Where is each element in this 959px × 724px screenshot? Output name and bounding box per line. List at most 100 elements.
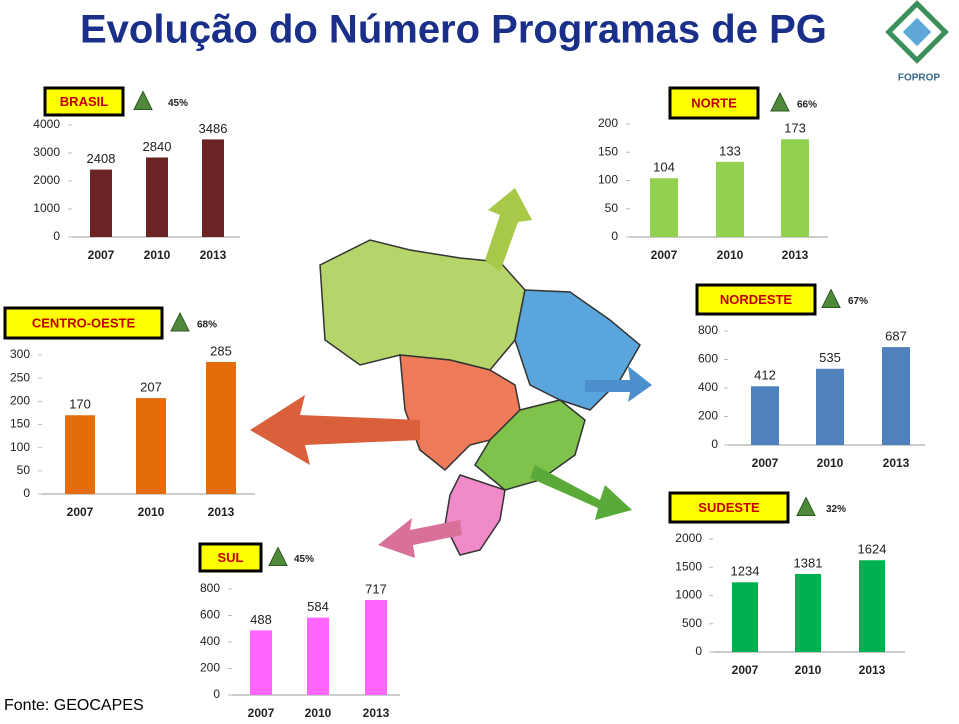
bar bbox=[202, 139, 224, 237]
growth-label: 67% bbox=[848, 296, 868, 307]
bar bbox=[206, 361, 236, 494]
value-label: 535 bbox=[819, 350, 841, 365]
y-tick-label: 800 bbox=[200, 581, 220, 595]
y-tick-label: 0 bbox=[23, 486, 30, 500]
y-tick-label: 1000 bbox=[33, 201, 60, 215]
y-tick-label: 250 bbox=[10, 370, 30, 384]
logo-text: FOPROP bbox=[898, 73, 941, 84]
growth-icon bbox=[770, 91, 790, 112]
y-tick-label: 400 bbox=[698, 380, 718, 394]
region-label-box bbox=[43, 86, 125, 117]
x-tick-label: 2007 bbox=[732, 663, 759, 677]
arrow bbox=[530, 465, 632, 520]
y-tick-label: 2000 bbox=[33, 173, 60, 187]
value-label: 717 bbox=[365, 581, 387, 596]
value-label: 1624 bbox=[858, 542, 887, 557]
x-tick-label: 2010 bbox=[305, 706, 332, 720]
map bbox=[250, 188, 652, 558]
bar bbox=[716, 161, 744, 237]
x-tick-label: 2010 bbox=[817, 456, 844, 470]
value-label: 584 bbox=[307, 599, 329, 614]
region-sul bbox=[444, 474, 506, 556]
y-tick-label: 1500 bbox=[675, 559, 702, 573]
growth-icon bbox=[133, 90, 153, 110]
value-label: 3486 bbox=[199, 121, 228, 136]
source: Fonte: GEOCAPES bbox=[4, 697, 144, 714]
value-label: 1381 bbox=[794, 555, 823, 570]
y-tick-label: 200 bbox=[200, 661, 220, 675]
y-tick-label: 0 bbox=[611, 229, 618, 243]
logo-mark bbox=[885, 0, 949, 64]
y-tick-label: 50 bbox=[605, 201, 619, 215]
y-tick-label: 50 bbox=[17, 463, 31, 477]
region-label-box bbox=[668, 86, 760, 120]
value-label: 488 bbox=[250, 612, 272, 627]
x-tick-label: 2007 bbox=[88, 248, 115, 262]
x-tick-label: 2010 bbox=[144, 248, 171, 262]
growth-label: 45% bbox=[168, 98, 188, 109]
value-label: 104 bbox=[653, 160, 675, 175]
value-label: 412 bbox=[754, 368, 776, 383]
value-label: 687 bbox=[885, 329, 907, 344]
arrow bbox=[250, 395, 420, 465]
bar bbox=[307, 617, 329, 695]
bar bbox=[65, 415, 95, 494]
logo: FOPROP bbox=[885, 0, 949, 84]
y-tick-label: 4000 bbox=[33, 117, 60, 131]
region-label: NORDESTE bbox=[720, 292, 793, 307]
region-label: SUDESTE bbox=[698, 500, 760, 515]
growth-label: 45% bbox=[294, 554, 314, 565]
bar bbox=[146, 157, 168, 237]
y-tick-label: 800 bbox=[698, 323, 718, 337]
bar bbox=[250, 630, 272, 695]
y-tick-label: 2000 bbox=[675, 531, 702, 545]
x-tick-label: 2010 bbox=[717, 248, 744, 262]
value-label: 133 bbox=[719, 143, 741, 158]
region-label-box bbox=[668, 491, 790, 524]
y-tick-label: 3000 bbox=[33, 145, 60, 159]
value-label: 173 bbox=[784, 121, 806, 136]
y-tick-label: 0 bbox=[53, 229, 60, 243]
y-tick-label: 200 bbox=[698, 409, 718, 423]
y-tick-label: 600 bbox=[698, 352, 718, 366]
growth-icon bbox=[268, 546, 288, 566]
y-tick-label: 100 bbox=[598, 173, 618, 187]
y-tick-label: 200 bbox=[10, 394, 30, 408]
bar bbox=[136, 398, 166, 494]
region-label: CENTRO-OESTE bbox=[32, 315, 136, 330]
value-label: 207 bbox=[140, 380, 162, 395]
y-tick-label: 600 bbox=[200, 608, 220, 622]
x-tick-label: 2013 bbox=[782, 248, 809, 262]
x-tick-label: 2010 bbox=[138, 505, 165, 519]
bar bbox=[781, 139, 809, 237]
arrow bbox=[485, 188, 532, 272]
x-tick-label: 2010 bbox=[795, 663, 822, 677]
arrow bbox=[378, 518, 462, 558]
value-label: 1234 bbox=[731, 564, 760, 579]
bar bbox=[882, 347, 910, 445]
x-tick-label: 2007 bbox=[67, 505, 94, 519]
value-label: 285 bbox=[210, 343, 232, 358]
logo-mark bbox=[902, 17, 932, 47]
x-tick-label: 2013 bbox=[200, 248, 227, 262]
x-tick-label: 2007 bbox=[651, 248, 678, 262]
y-tick-label: 500 bbox=[682, 616, 702, 630]
y-tick-label: 150 bbox=[10, 417, 30, 431]
bar bbox=[795, 573, 821, 652]
y-tick-label: 100 bbox=[10, 440, 30, 454]
value-label: 2840 bbox=[143, 139, 172, 154]
bar bbox=[365, 599, 387, 695]
y-tick-label: 400 bbox=[200, 634, 220, 648]
y-tick-label: 0 bbox=[213, 687, 220, 701]
y-tick-label: 150 bbox=[598, 144, 618, 158]
y-tick-label: 0 bbox=[711, 437, 718, 451]
growth-icon bbox=[170, 311, 190, 332]
x-tick-label: 2007 bbox=[752, 456, 779, 470]
y-tick-label: 1000 bbox=[675, 588, 702, 602]
region-label-box bbox=[3, 306, 164, 340]
bar bbox=[650, 178, 678, 237]
value-label: 170 bbox=[69, 397, 91, 412]
region-label-box bbox=[198, 542, 263, 573]
page-title: Evolução do Número Programas de PG bbox=[80, 8, 827, 52]
